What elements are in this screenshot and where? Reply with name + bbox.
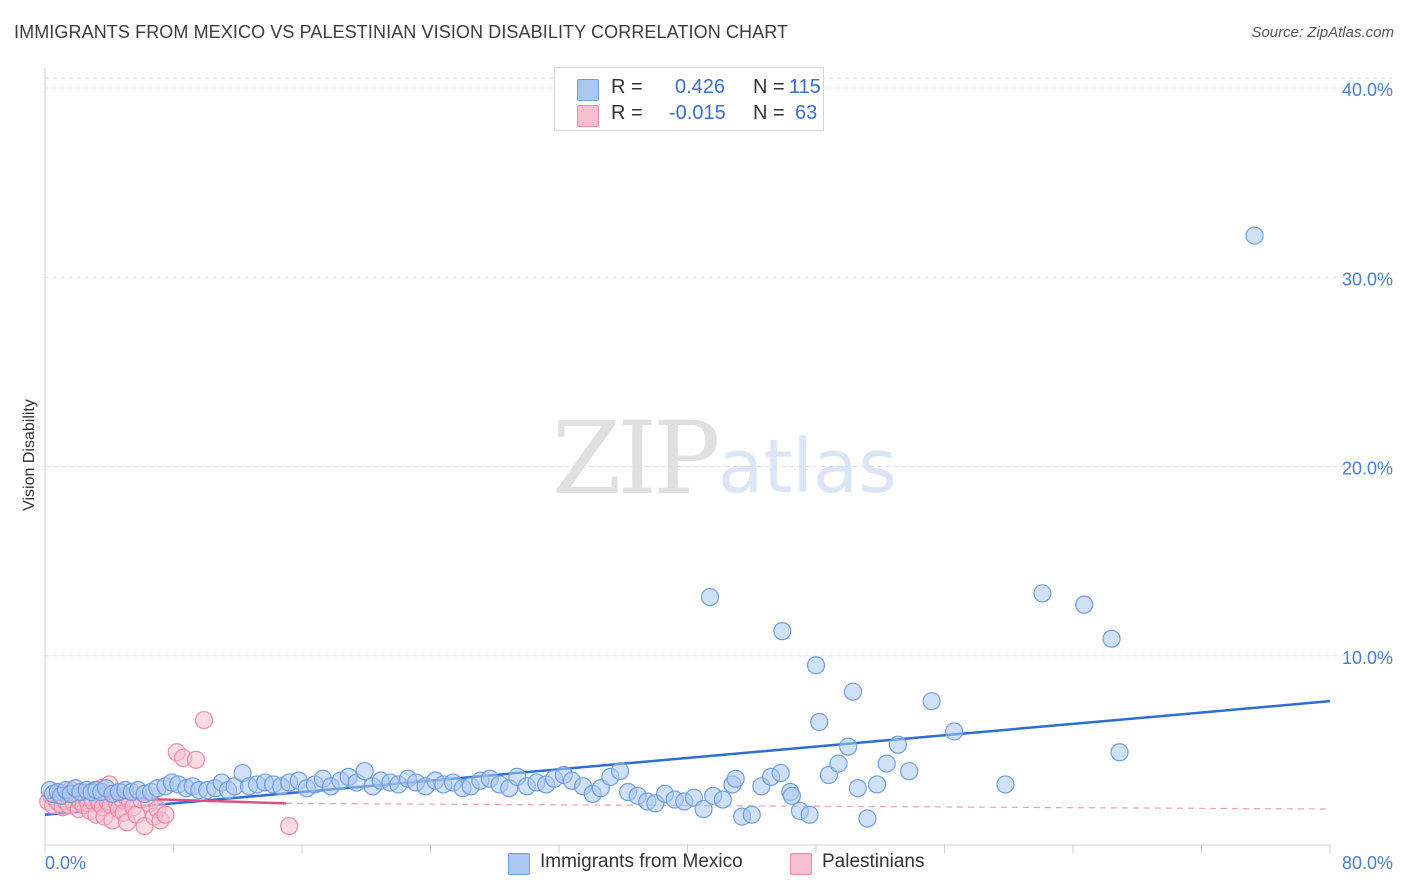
point-mexico [843, 682, 863, 701]
point-mexico [355, 762, 374, 781]
point-mexico [806, 656, 826, 675]
point-mexico [829, 754, 848, 773]
legend-n-value: 115 [789, 76, 821, 98]
point-mexico [742, 805, 761, 824]
point-mexico [610, 762, 630, 781]
point-mexico [700, 587, 720, 607]
legend-n-label: N = [753, 76, 785, 98]
point-mexico [800, 805, 819, 824]
chart-title: IMMIGRANTS FROM MEXICO VS PALESTINIAN VI… [14, 22, 789, 42]
legend-n-label: N = [753, 102, 785, 124]
y-tick-label: 10.0% [1342, 648, 1393, 668]
series-swatch-palestinians [790, 853, 812, 875]
point-mexico [839, 737, 858, 756]
legend-n-value: 63 [795, 102, 818, 124]
point-mexico [1033, 584, 1052, 603]
point-mexico [694, 799, 713, 819]
point-palestinian [186, 750, 206, 769]
trend-mexico [44, 699, 1331, 816]
point-mexico [771, 763, 790, 783]
point-mexico [945, 722, 964, 741]
series-label-palestinians: Palestinians [822, 851, 925, 872]
point-mexico [1075, 595, 1094, 614]
point-mexico [996, 775, 1015, 794]
source-label: Source: ZipAtlas.com [1251, 24, 1394, 41]
gridlines [45, 77, 1392, 657]
legend-r-label: R = [611, 76, 643, 98]
tick-labels: 10.0% 20.0% 30.0% 40.0% 0.0% 80.0% [45, 80, 1393, 873]
y-axis-label: Vision Disability [21, 399, 38, 511]
y-tick-label: 20.0% [1342, 459, 1393, 479]
legend-swatch-palestinians [577, 105, 599, 127]
legend-r-label: R = [611, 102, 643, 124]
point-mexico [888, 735, 908, 754]
point-mexico [713, 790, 732, 809]
point-mexico [1110, 743, 1129, 762]
series-swatch-mexico [508, 853, 530, 875]
point-mexico [922, 692, 941, 711]
x-tick-label: 80.0% [1342, 853, 1393, 873]
point-mexico [900, 762, 919, 781]
correlation-legend: R = 0.426 N = 115 R = -0.015 N = 63 [554, 67, 824, 131]
series-label-mexico: Immigrants from Mexico [540, 851, 743, 872]
point-mexico [867, 775, 887, 794]
y-tick-label: 30.0% [1342, 269, 1393, 289]
point-mexico [726, 769, 745, 788]
legend-r-value: -0.015 [669, 102, 726, 124]
point-palestinian [156, 805, 175, 824]
legend-swatch-mexico [577, 79, 599, 101]
data-points [39, 226, 1264, 836]
point-mexico [848, 779, 867, 798]
point-mexico [877, 754, 896, 773]
legend-r-value: 0.426 [675, 76, 726, 98]
axes [44, 68, 1331, 853]
watermark-zip: ZIP [552, 400, 720, 517]
point-mexico [1245, 226, 1264, 245]
point-mexico [773, 622, 792, 641]
y-tick-label: 40.0% [1342, 80, 1393, 100]
point-mexico [858, 809, 877, 828]
x-tick-label: 0.0% [45, 853, 86, 873]
point-mexico [782, 786, 802, 805]
point-palestinian [280, 816, 299, 836]
point-mexico [810, 712, 829, 732]
point-palestinian [194, 710, 214, 730]
point-mexico [1102, 629, 1121, 648]
